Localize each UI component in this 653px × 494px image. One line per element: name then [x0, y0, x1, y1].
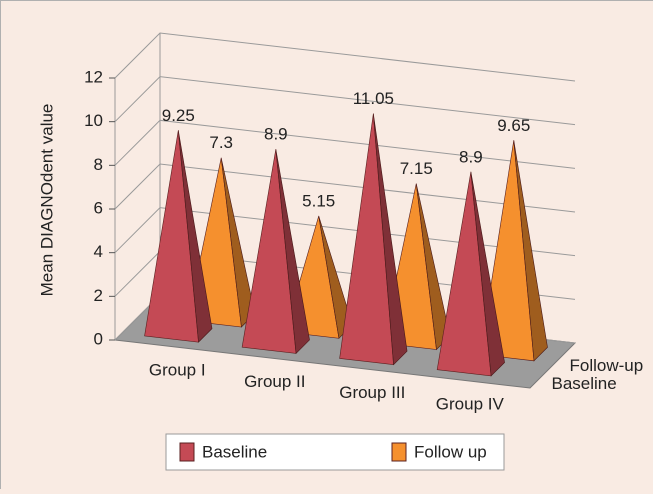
pyramid-shade — [513, 140, 548, 361]
pyramid-side — [275, 149, 310, 355]
x-tick-label: Group III — [339, 383, 405, 402]
pyramid-side — [470, 171, 505, 377]
value-label: 5.15 — [302, 191, 335, 210]
legend-label: Follow up — [414, 442, 487, 461]
value-label: 9.65 — [497, 116, 530, 135]
grid-line — [114, 76, 576, 126]
value-label: 7.15 — [400, 159, 433, 178]
x-tick-label: Group IV — [436, 395, 505, 414]
legend-box — [165, 433, 505, 471]
pyramid-shade — [470, 171, 505, 376]
grid-line — [114, 163, 576, 213]
y-tick-label: 10 — [84, 111, 103, 130]
y-tick-label: 12 — [84, 67, 103, 86]
pyramid-shade — [373, 113, 408, 365]
depth-label: Follow-up — [570, 356, 644, 375]
pyramid-side — [513, 140, 548, 362]
x-tick-label: Group I — [149, 361, 206, 380]
grid-line — [114, 207, 576, 257]
pyramid-shade — [416, 183, 450, 350]
value-label: 8.9 — [264, 125, 288, 144]
pyramid-shade — [178, 130, 213, 343]
y-tick-label: 0 — [94, 329, 103, 348]
y-axis-title: Mean DIAGNOdent value — [37, 104, 56, 297]
y-tick-label: 2 — [94, 286, 103, 305]
pyramid-shade — [275, 149, 310, 354]
legend-swatch — [179, 442, 195, 462]
plot: 0 2 4 6 8 10 12 Group I Group II Group III Group I… — [84, 32, 644, 414]
pyramid-side — [373, 113, 408, 366]
depth-label: Baseline — [552, 374, 617, 393]
pyramid-side — [178, 130, 213, 343]
y-tick-label: 6 — [94, 198, 103, 217]
value-label: 9.25 — [162, 106, 195, 125]
pyramid-shade — [221, 157, 255, 328]
legend-swatch — [391, 442, 407, 462]
value-label: 8.9 — [459, 147, 483, 166]
value-label: 7.3 — [209, 133, 233, 152]
grid-line — [114, 32, 576, 82]
grid-line — [114, 119, 576, 169]
y-tick-label: 4 — [94, 242, 103, 261]
y-tick-label: 8 — [94, 155, 103, 174]
pyramid-shade — [318, 215, 353, 339]
value-label: 11.05 — [353, 89, 394, 108]
legend-label: Baseline — [202, 442, 267, 461]
x-tick-label: Group II — [244, 372, 305, 391]
